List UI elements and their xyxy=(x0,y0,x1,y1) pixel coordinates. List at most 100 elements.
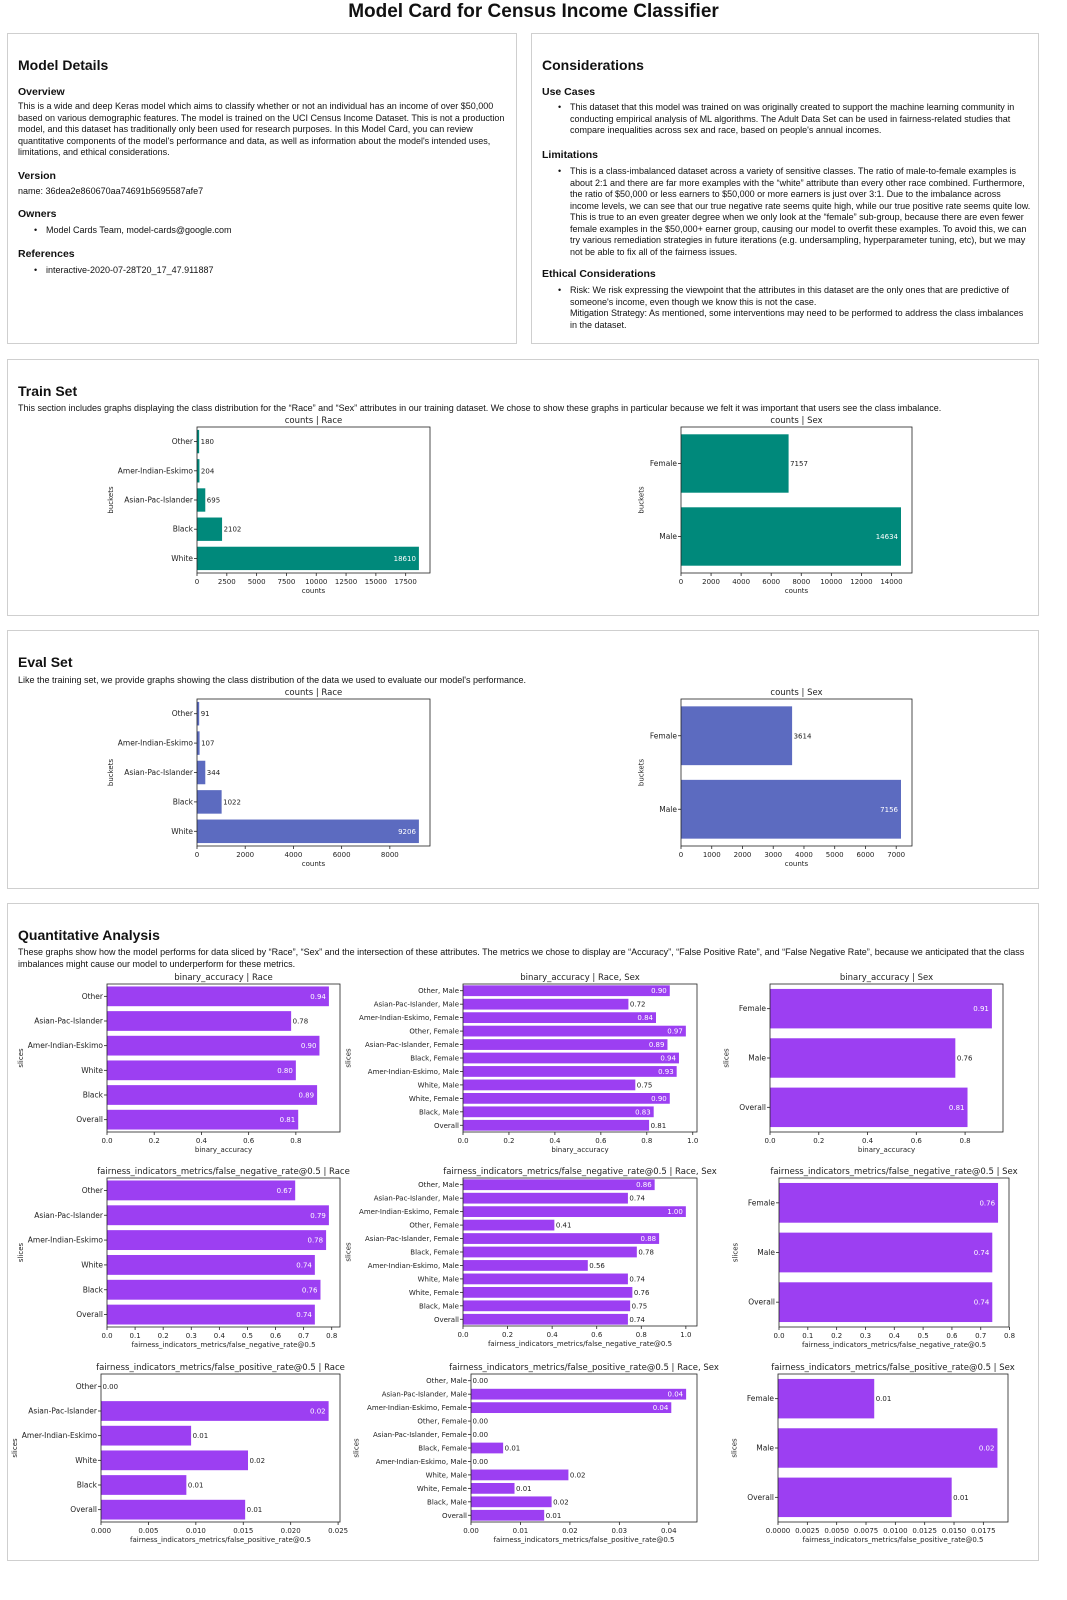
x-tick-label: 0.020 xyxy=(281,1527,301,1535)
bar-female xyxy=(681,434,789,493)
x-tick-label: 0.01 xyxy=(513,1527,529,1535)
bar-male xyxy=(779,1232,993,1273)
value-label: 0.89 xyxy=(299,1092,315,1100)
category-label: White, Female xyxy=(409,1095,459,1103)
x-tick-label: 0.2 xyxy=(502,1331,513,1339)
category-label: White, Male xyxy=(418,1275,459,1283)
owners-list: Model Cards Team, model-cards@google.com xyxy=(18,225,506,237)
references-heading: References xyxy=(18,248,75,260)
value-label: 0.02 xyxy=(310,1408,326,1416)
category-label: Other xyxy=(172,709,194,718)
bar-overall xyxy=(463,1119,650,1131)
value-label: 0.74 xyxy=(974,1299,990,1307)
category-label: Overall xyxy=(434,1122,459,1130)
plot-frame xyxy=(462,1177,698,1327)
value-label: 18610 xyxy=(394,555,416,563)
plot-frame xyxy=(778,1177,1010,1328)
value-label: 2102 xyxy=(224,526,242,534)
train-set-description: This section includes graphs displaying … xyxy=(18,403,942,413)
category-label: Female xyxy=(747,1394,775,1403)
bar-female xyxy=(770,988,992,1029)
x-axis-label: counts xyxy=(302,587,326,595)
value-label: 9206 xyxy=(398,828,416,836)
x-tick-label: 0.04 xyxy=(661,1527,677,1535)
value-label: 0.01 xyxy=(188,1482,204,1490)
category-label: White xyxy=(75,1456,97,1465)
category-label: Black, Male xyxy=(419,1108,459,1116)
bar-white xyxy=(197,546,419,571)
x-tick-label: 0 xyxy=(679,578,683,586)
value-label: 0.78 xyxy=(638,1249,654,1257)
category-label: Male xyxy=(748,1054,766,1063)
category-label: Black xyxy=(77,1481,98,1490)
plot-frame xyxy=(462,983,698,1133)
ethical-item: Risk: We risk expressing the viewpoint t… xyxy=(542,285,1032,331)
bar-female xyxy=(779,1182,999,1223)
value-label: 0.79 xyxy=(310,1212,326,1220)
bar-asian-pac-islander xyxy=(197,760,206,785)
x-tick-label: 4000 xyxy=(285,851,303,859)
value-label: 0.74 xyxy=(296,1261,312,1269)
value-label: 0.97 xyxy=(667,1028,683,1036)
x-tick-label: 0.00 xyxy=(463,1527,479,1535)
references-list: interactive-2020-07-28T20_17_47.911887 xyxy=(18,265,506,277)
plot-frame xyxy=(680,426,913,574)
x-axis-label: fairness_indicators_metrics/false_negati… xyxy=(131,1341,315,1349)
category-label: Asian-Pac-Islander, Male xyxy=(374,1001,459,1009)
x-tick-label: 0.0025 xyxy=(795,1527,820,1535)
value-label: 14634 xyxy=(876,533,899,541)
bar-male xyxy=(778,1428,998,1468)
value-label: 0.02 xyxy=(979,1445,995,1453)
value-label: 0.02 xyxy=(570,1471,586,1479)
value-label: 0.78 xyxy=(293,1018,309,1026)
category-label: Other, Male xyxy=(418,987,459,995)
x-tick-label: 0.7 xyxy=(298,1332,309,1340)
chart-title: fairness_indicators_metrics/false_negati… xyxy=(443,1167,717,1177)
eval-set-heading: Eval Set xyxy=(18,654,73,670)
x-tick-label: 7500 xyxy=(278,578,296,586)
value-label: 0.83 xyxy=(635,1108,651,1116)
x-tick-label: 0.7 xyxy=(975,1332,986,1340)
value-label: 0.01 xyxy=(516,1485,532,1493)
x-tick-label: 0.0075 xyxy=(854,1527,879,1535)
plot-frame xyxy=(680,698,913,847)
category-label: Other xyxy=(172,437,194,446)
value-label: 7156 xyxy=(880,806,898,814)
x-axis-label: binary_accuracy xyxy=(551,1146,608,1154)
value-label: 344 xyxy=(207,769,221,777)
value-label: 0.76 xyxy=(979,1199,995,1207)
x-tick-label: 2000 xyxy=(734,851,752,859)
train-set-card: Train Set This section includes graphs d… xyxy=(7,359,1039,616)
x-tick-label: 0.8 xyxy=(641,1137,652,1145)
bar-white-female xyxy=(463,1092,670,1104)
x-tick-label: 0.8 xyxy=(326,1332,337,1340)
value-label: 1022 xyxy=(223,798,241,806)
category-label: Asian-Pac-Islander xyxy=(28,1407,98,1416)
chart-eval-sex: counts | Sex Female 3614 Male 7156 0 1000 2000 3… xyxy=(638,688,913,868)
overview-heading: Overview xyxy=(18,86,65,98)
limitations-list: This is a class-imbalanced dataset acros… xyxy=(542,166,1032,258)
chart-eval-race: counts | Race Other 91 Amer-Indian-Eskimo 10… xyxy=(107,688,431,868)
x-axis-label: fairness_indicators_metrics/false_positi… xyxy=(494,1536,675,1544)
plot-frame xyxy=(196,426,431,574)
x-axis-label: binary_accuracy xyxy=(858,1146,915,1154)
value-label: 0.01 xyxy=(953,1494,969,1502)
category-label: Male xyxy=(659,532,677,541)
bar-black-male xyxy=(463,1106,654,1118)
overview-text: This is a wide and deep Keras model whic… xyxy=(18,101,505,157)
x-tick-label: 0.03 xyxy=(612,1527,628,1535)
y-axis-label: buckets xyxy=(107,759,115,787)
bar-asian-pac-islander-female xyxy=(463,1039,668,1050)
value-label: 7157 xyxy=(790,460,808,468)
x-tick-label: 0.8 xyxy=(1004,1332,1015,1340)
bar-amer-indian-eskimo-female xyxy=(471,1402,672,1414)
bar-male xyxy=(681,779,901,839)
category-label: Amer-Indian-Eskimo xyxy=(28,1041,104,1050)
bar-other xyxy=(107,1180,296,1201)
bar-overall xyxy=(778,1477,952,1518)
value-label: 0.56 xyxy=(589,1262,605,1270)
category-label: Black xyxy=(83,1285,104,1294)
plot-frame xyxy=(777,1373,1009,1523)
category-label: Overall xyxy=(747,1493,774,1502)
value-label: 0.81 xyxy=(651,1122,667,1130)
